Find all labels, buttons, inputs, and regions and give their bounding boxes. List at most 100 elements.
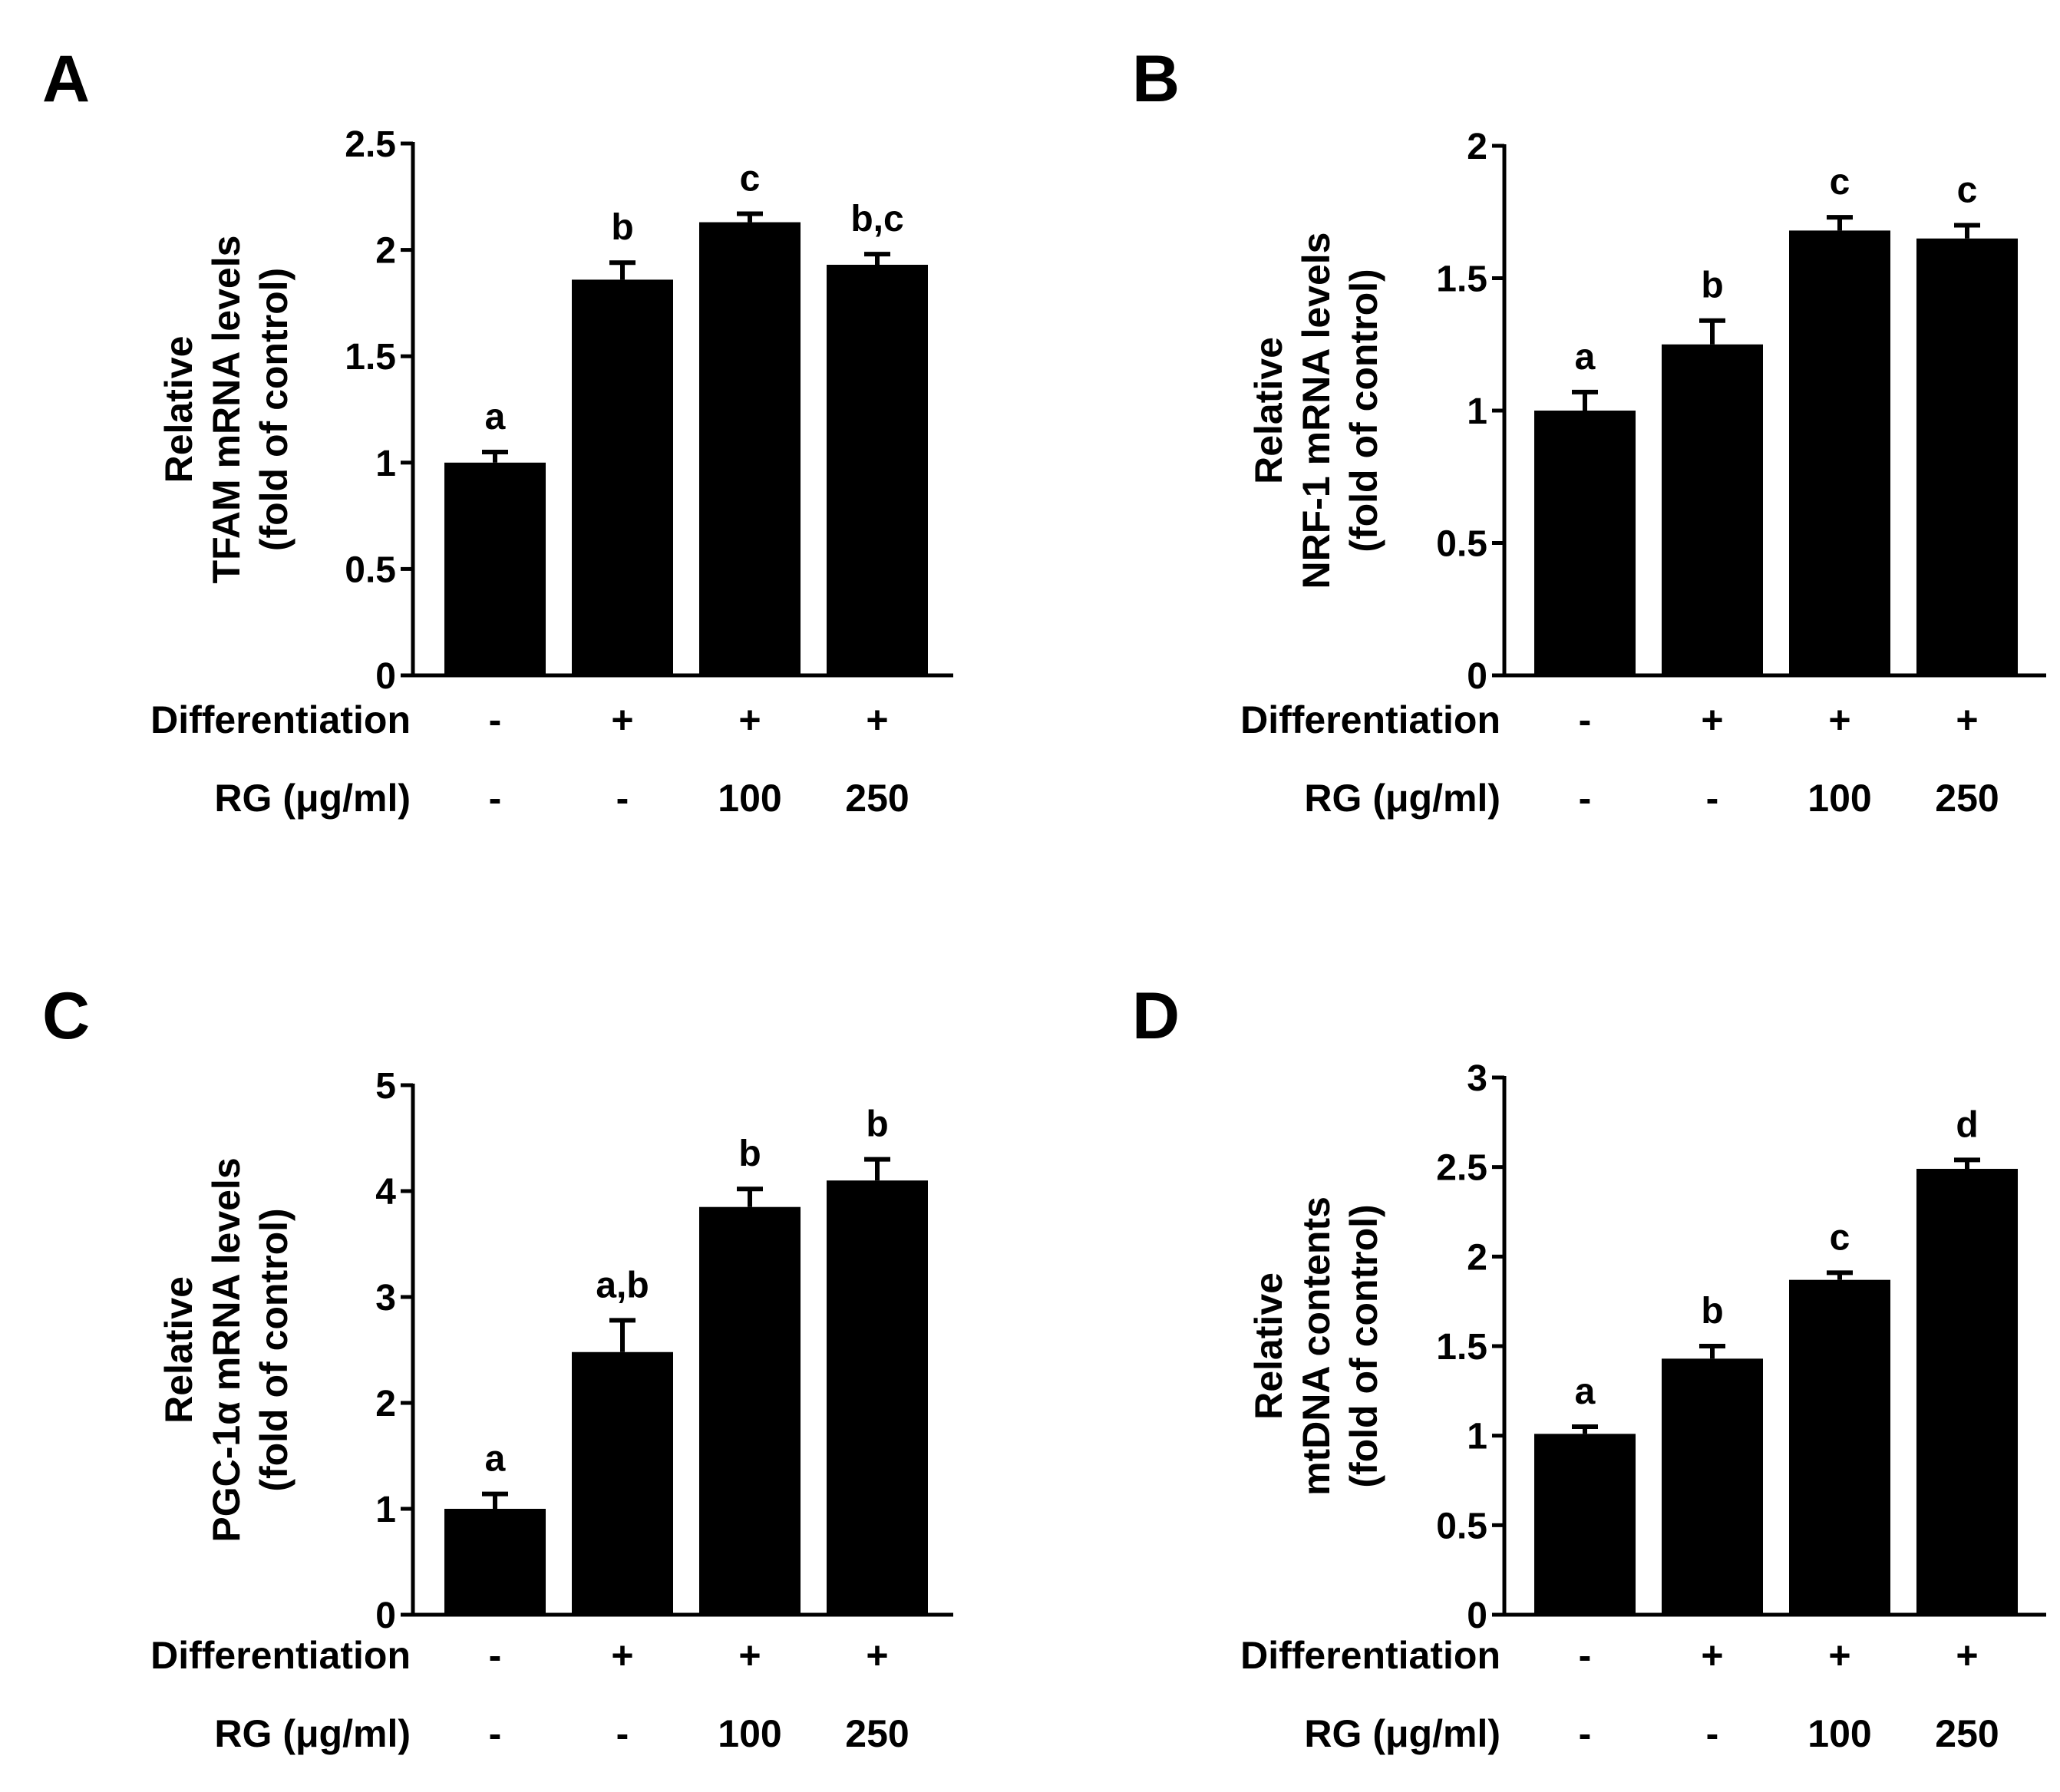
- panel-d-rg-value: 100: [1807, 1712, 1871, 1755]
- panel-a-label: A: [42, 42, 90, 116]
- panel-c-bar: [572, 1351, 673, 1615]
- panel-c-rg-value: -: [489, 1712, 502, 1755]
- panel-c-y-tick-label: 1: [375, 1490, 396, 1530]
- panel-b-significance-label: b: [1701, 266, 1723, 306]
- panel-b-y-tick-label: 0.5: [1436, 524, 1487, 565]
- panel-a-bar: [699, 222, 801, 676]
- panel-c-row-label-differentiation: Differentiation: [150, 1634, 411, 1677]
- panel-b-label: B: [1132, 42, 1180, 116]
- panel-c-y-tick-label: 3: [375, 1278, 396, 1318]
- panel-b-bar: [1789, 230, 1890, 675]
- panel-a-y-axis-label: Relative: [157, 336, 200, 483]
- panel-c-y-tick-label: 5: [375, 1066, 396, 1107]
- panel-a-rg-value: 100: [718, 777, 781, 820]
- panel-a-row-label-rg: RG (μg/ml): [214, 777, 411, 820]
- panel-b-rg-value: -: [1579, 777, 1592, 820]
- panel-a-y-tick-label: 1.5: [345, 337, 396, 378]
- panel-b-y-tick-label: 2: [1467, 127, 1487, 167]
- panel-d-y-tick-label: 1.5: [1436, 1327, 1487, 1368]
- panel-a-significance-label: c: [740, 158, 761, 199]
- panel-c-significance-label: a,b: [596, 1265, 649, 1305]
- panel-b-bar: [1662, 344, 1763, 675]
- panel-a-significance-label: a: [485, 397, 506, 437]
- panel-b-significance-label: c: [1957, 170, 1978, 211]
- panel-b-differentiation-value: -: [1579, 698, 1592, 741]
- panel-a-y-tick-label: 0.5: [345, 549, 396, 590]
- panel-d-row-label-differentiation: Differentiation: [1240, 1634, 1500, 1677]
- panel-a-rg-value: -: [489, 777, 502, 820]
- panel-d-y-axis-label: (fold of control): [1342, 1204, 1385, 1487]
- panel-b-y-axis-label: (fold of control): [1342, 269, 1385, 552]
- panel-a-row-label-differentiation: Differentiation: [150, 698, 411, 741]
- panel-d-rg-value: -: [1706, 1712, 1719, 1755]
- panel-d-rg-value: -: [1579, 1712, 1592, 1755]
- panel-d-y-axis-label: mtDNA contents: [1295, 1196, 1338, 1496]
- panel-d-significance-label: a: [1575, 1371, 1596, 1412]
- panel-a-y-tick-label: 0: [375, 656, 396, 697]
- panel-c-y-tick-label: 4: [375, 1172, 396, 1213]
- panel-b-row-label-differentiation: Differentiation: [1240, 698, 1500, 741]
- panel-d-bar: [1534, 1434, 1636, 1615]
- panel-c-differentiation-value: +: [738, 1634, 761, 1677]
- panel-d-significance-label: b: [1701, 1291, 1723, 1332]
- panel-c-row-label-rg: RG (μg/ml): [214, 1712, 411, 1755]
- panel-b-y-axis-label: NRF-1 mRNA levels: [1295, 233, 1338, 589]
- panel-d-y-axis-label: Relative: [1247, 1272, 1290, 1420]
- panel-b-y-tick-label: 1.5: [1436, 259, 1487, 300]
- panel-b-row-label-rg: RG (μg/ml): [1304, 777, 1500, 820]
- panel-b-differentiation-value: +: [1701, 698, 1723, 741]
- panel-d-y-tick-label: 3: [1467, 1058, 1487, 1099]
- panel-c-significance-label: b: [866, 1104, 888, 1145]
- panel-d-significance-label: c: [1830, 1217, 1850, 1258]
- panel-a-differentiation-value: -: [489, 698, 502, 741]
- panel-d-y-tick-label: 0: [1467, 1596, 1487, 1636]
- panel-b-rg-value: -: [1706, 777, 1719, 820]
- panel-c-significance-label: b: [738, 1134, 761, 1174]
- panel-c-y-tick-label: 2: [375, 1384, 396, 1424]
- panel-b-y-tick-label: 1: [1467, 391, 1487, 432]
- panel-d-differentiation-value: +: [1701, 1634, 1723, 1677]
- panel-d-row-label-rg: RG (μg/ml): [1304, 1712, 1500, 1755]
- panel-b-significance-label: a: [1575, 337, 1596, 378]
- panel-b-rg-value: 100: [1807, 777, 1871, 820]
- panel-d-rg-value: 250: [1935, 1712, 1999, 1755]
- panel-b-bar: [1916, 238, 2018, 675]
- panel-a-significance-label: b: [611, 207, 633, 248]
- panel-c-rg-value: -: [616, 1712, 629, 1755]
- panel-c-bar: [827, 1180, 928, 1615]
- panel-b-y-axis-label: Relative: [1247, 337, 1290, 484]
- panel-a-rg-value: 250: [845, 777, 909, 820]
- panel-c-y-axis-label: (fold of control): [253, 1208, 295, 1491]
- panel-d-y-tick-label: 2.5: [1436, 1148, 1487, 1189]
- panel-a-y-axis-label: TFAM mRNA levels: [205, 236, 248, 584]
- panel-c-differentiation-value: +: [611, 1634, 633, 1677]
- panel-c-differentiation-value: -: [489, 1634, 502, 1677]
- panel-a-rg-value: -: [616, 777, 629, 820]
- panel-b-significance-label: c: [1830, 162, 1850, 203]
- panel-d-bar: [1789, 1279, 1890, 1615]
- panel-c-y-tick-label: 0: [375, 1596, 396, 1636]
- panel-d-y-tick-label: 0.5: [1436, 1506, 1487, 1546]
- panel-d-differentiation-value: -: [1579, 1634, 1592, 1677]
- panel-c-significance-label: a: [485, 1439, 506, 1480]
- panel-a-significance-label: b,c: [850, 199, 903, 239]
- panel-d-differentiation-value: +: [1828, 1634, 1850, 1677]
- panel-b-y-tick-label: 0: [1467, 656, 1487, 697]
- panel-c-label: C: [42, 979, 90, 1053]
- panel-c-y-axis-label: PGC-1α mRNA levels: [205, 1157, 248, 1542]
- panel-c-y-axis-label: Relative: [157, 1276, 200, 1424]
- panel-a-y-tick-label: 1: [375, 444, 396, 484]
- panel-a-bar: [827, 265, 928, 675]
- panel-d-label: D: [1132, 979, 1180, 1053]
- panel-b-differentiation-value: +: [1828, 698, 1850, 741]
- panel-a-bar: [572, 279, 673, 676]
- panel-d-y-tick-label: 1: [1467, 1417, 1487, 1457]
- panel-c-rg-value: 250: [845, 1712, 909, 1755]
- panel-a-differentiation-value: +: [738, 698, 761, 741]
- panel-a-y-tick-label: 2.5: [345, 124, 396, 165]
- panel-c-bar: [699, 1206, 801, 1615]
- panel-a-differentiation-value: +: [611, 698, 633, 741]
- panel-b-bar: [1534, 411, 1636, 675]
- panel-c-bar: [444, 1509, 546, 1615]
